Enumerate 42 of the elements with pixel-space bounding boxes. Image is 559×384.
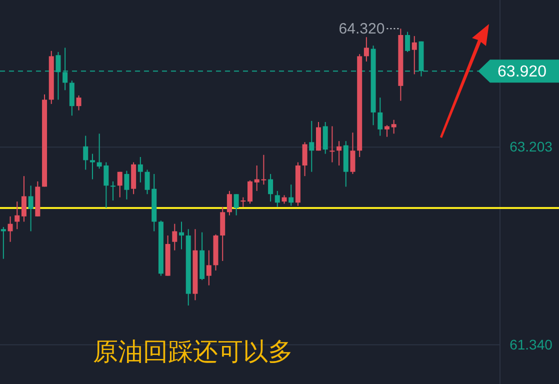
candlestick [220,206,226,262]
candlestick [179,221,184,250]
y-tick-label: 63.203 [510,138,553,155]
candlestick [90,153,95,180]
candlestick [21,176,26,222]
candlestick [330,126,335,163]
candlestick [274,190,280,208]
candlestick [268,173,274,202]
candlestick [350,132,356,174]
candlestick [336,140,342,166]
candlestick [309,120,314,172]
candlestick [248,180,252,204]
candlestick [117,171,122,198]
candlestick [124,170,130,200]
candlestick [240,196,246,208]
candlestick [69,80,74,116]
candlestick [138,156,143,183]
candlestick [76,94,82,111]
candlestick [110,180,116,201]
candlestick [405,31,410,52]
candlestick [288,184,294,206]
candlestick [378,97,383,136]
candlestick [412,36,417,75]
candlestick [28,185,34,232]
y-tick-label: 61.340 [510,336,553,352]
candlestick [391,119,396,134]
candlestick [302,142,308,177]
candlestick [364,36,369,62]
candlestick [234,194,239,216]
candlestick [83,135,88,170]
candlestick [8,216,13,242]
annotation: 64.320 [338,20,385,38]
annotation: 原油回踩还可以多 [93,337,293,366]
candlestick [226,190,232,216]
candlestick [206,250,212,286]
candlestick [14,201,20,230]
candlestick [0,226,6,260]
ref-line-label: 63.920 [498,64,547,81]
candlestick [384,124,390,138]
candlestick [322,121,328,154]
candlestick [172,223,178,251]
candlestick [316,121,321,152]
